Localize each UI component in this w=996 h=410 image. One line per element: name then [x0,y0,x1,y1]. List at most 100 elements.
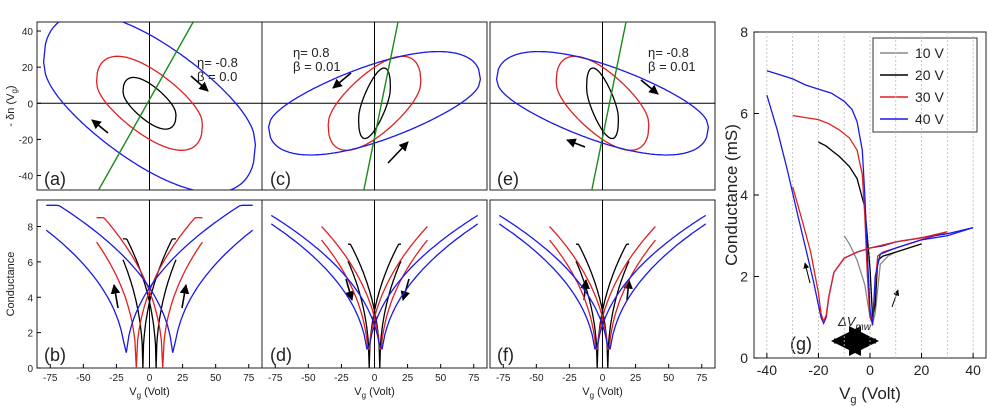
panel-f-xtick-label: 75 [696,373,708,384]
panel-label-a: (a) [44,169,66,189]
panel-a-ytick-label: 20 [22,63,34,74]
g-ytick-label: 4 [740,187,748,203]
arrow-c-up [387,141,409,164]
g-legend-label-40v: 40 V [915,111,944,127]
g-ytick-label: 2 [740,269,748,285]
g-xtick-label: -20 [808,362,828,378]
panel-a-plot [37,22,262,190]
panel-d-plot [270,200,479,368]
g-series-2 [792,114,948,324]
bottom-ylabel: Conductance [5,252,17,317]
panel-label-e: (e) [497,169,519,189]
panel-a-series-2 [42,22,257,190]
param-eta-a: η= -0.8 [197,55,238,70]
panel-d-xtick-label: 25 [402,373,414,384]
arrow-e-left [566,138,586,148]
panel-b-series-2-right-dip [46,204,254,353]
panel-f-series-1-right-dip [549,226,656,350]
arrow-a-left [91,119,109,134]
panel-e-series-0 [585,67,620,140]
g-legend-label-20v: 20 V [915,67,944,83]
panel-b-xtick-label: -25 [109,373,124,384]
panel-d-xlabel: Vg (Volt) [354,386,395,400]
g-legend-label-30v: 30 V [915,89,944,105]
panel-b-ytick-label: 8 [27,223,33,234]
g-ylabel: Conductance (mS) [722,124,741,266]
panel-b-xtick-label: 25 [177,373,189,384]
panel-f-plot [498,200,707,368]
panel-d-xtick-label: 0 [372,373,378,384]
panel-c-series-0 [357,67,392,140]
panel-c-series-2 [267,50,482,156]
g-xlabel: Vg (Volt) [839,384,901,406]
panel-b-series-1-right-dip [96,217,203,368]
g-ytick-label: 8 [740,24,748,40]
panel-c-plot [262,22,487,190]
param-eta-c: η= 0.8 [293,45,330,60]
panel-b-series-0-right-dip [123,238,177,368]
arrow-g-right [891,289,900,308]
panel-b-ytick-label: 6 [27,258,33,269]
panel-b-xtick-label: -75 [43,373,58,384]
panel-f-xtick-label: -50 [529,373,544,384]
panel-f-xtick-label: -75 [496,373,511,384]
panel-d-xtick-label: -25 [334,373,349,384]
panel-g-plot [766,70,974,326]
panel-d-xtick-label: 75 [468,373,480,384]
panel-label-b: (b) [44,345,66,365]
panel-label-d: (d) [270,345,292,365]
param-beta-a: β = 0.0 [197,69,237,84]
g-ytick-label: 6 [740,106,748,122]
arrow-a-right [190,75,209,92]
arrow-g-left [803,262,811,284]
panel-d-series-0-right-dip [348,243,402,368]
panel-e-series-2 [495,50,710,156]
g-series-1 [818,141,922,318]
panel-b-xtick-label: -50 [76,373,91,384]
panel-a-ytick-label: 40 [22,27,34,38]
panel-b-xtick-label: 0 [147,373,153,384]
panel-b-ytick-label: 0 [27,364,33,375]
panel-f-series-2-right-dip [498,214,707,350]
arrow-b-right [179,284,190,309]
panel-f-xtick-label: -25 [562,373,577,384]
panel-d-series-1-right-dip [321,226,428,350]
panel-f-xtick-label: 25 [630,373,642,384]
g-xtick-label: 40 [965,362,981,378]
panel-d-xtick-label: -75 [268,373,283,384]
arrow-e-right [640,79,659,95]
arrow-c-down [332,72,352,89]
panel-a-ytick-label: 0 [27,99,33,110]
panel-b-plot [45,200,254,368]
panel-c-series-3 [363,22,399,190]
g-xtick-label: 20 [914,362,930,378]
g-xtick-label: -40 [757,362,777,378]
arrow-d-left [345,278,355,301]
delta-v-annotation: ΔVmw [837,314,872,333]
param-eta-e: η= -0.8 [648,45,689,60]
panel-b-ytick-label: 2 [27,329,33,340]
g-legend-label-10v: 10 V [915,45,944,61]
g-xtick-label: 0 [866,362,874,378]
g-ytick-label: 0 [740,350,748,366]
panel-label-g: (g) [790,334,812,354]
arrow-b-left [110,284,121,309]
panel-e-plot [490,22,715,190]
panel-b-ytick-label: 4 [27,293,33,304]
panel-a-series-1 [95,55,204,151]
panel-f-series-0-right-dip [576,243,630,368]
panel-label-f: (f) [497,345,514,365]
param-beta-c: β = 0.01 [293,59,341,74]
panel-label-c: (c) [270,169,291,189]
g-series-5 [792,186,948,324]
panel-e-series-3 [591,22,627,190]
panel-f-xtick-label: 50 [663,373,675,384]
g-series-3 [766,70,974,326]
panel-b-xtick-label: 75 [243,373,255,384]
panel-a-series-3 [97,22,194,190]
panel-d-xtick-label: 50 [435,373,447,384]
panel-d-series-2-right-dip [270,214,479,350]
panel-f-xlabel: Vg (Volt) [582,386,623,400]
